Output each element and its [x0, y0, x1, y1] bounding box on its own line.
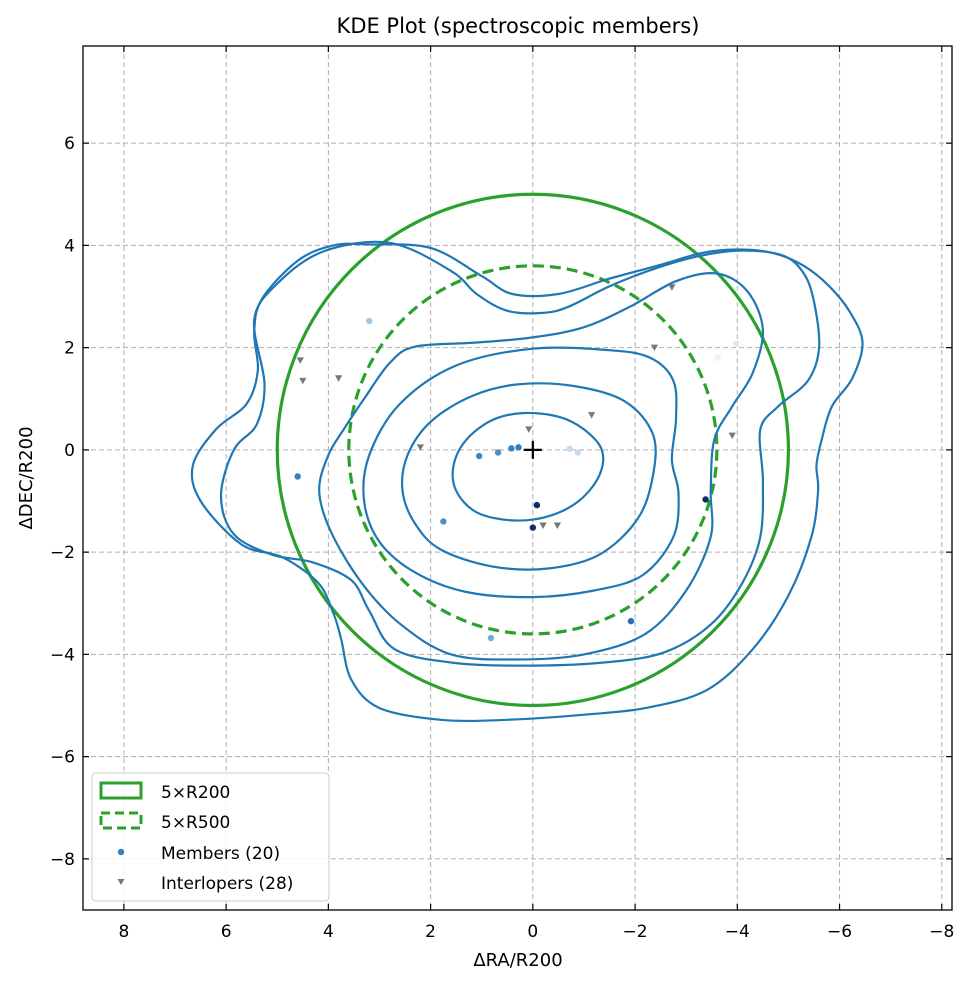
plot-frame [82, 45, 953, 911]
legend-label-interlopers: Interlopers (28) [161, 874, 293, 894]
x-tick-label-0: 8 [118, 922, 129, 942]
legend-swatch-r200 [99, 781, 143, 800]
interloper-point-7 [588, 412, 596, 419]
y-tick-label-5: −4 [50, 645, 75, 665]
legend-label-r500: 5×R500 [161, 813, 230, 833]
radius-circle-r500 [347, 264, 719, 636]
kde-contour-level-3 [362, 346, 680, 599]
kde-contour-level-1 [451, 411, 605, 522]
radius-circles [275, 192, 791, 708]
member-point-2 [440, 518, 447, 525]
interloper-point-0 [296, 357, 304, 364]
member-point-3 [475, 452, 483, 460]
interloper-point-10 [728, 432, 736, 439]
y-tick-label-3: 0 [64, 441, 75, 461]
member-point-7 [487, 634, 495, 642]
interloper-point-9 [668, 284, 676, 291]
x-tick-label-8: −8 [929, 922, 954, 942]
interloper-point-4 [525, 426, 533, 433]
member-point-8 [533, 501, 541, 509]
member-point-12 [627, 617, 635, 625]
member-point-6 [515, 444, 522, 451]
x-tick-label-4: 0 [527, 922, 538, 942]
grid [83, 46, 952, 910]
legend: 5×R200 5×R500 Members (20) Interlopers (… [91, 772, 330, 902]
x-tick-label-1: 6 [221, 922, 232, 942]
legend-label-members: Members (20) [161, 844, 280, 864]
y-tick-label-6: −6 [50, 748, 75, 768]
member-point-9 [529, 524, 537, 531]
cluster-center-marker [523, 440, 542, 459]
interloper-points [296, 284, 736, 529]
member-point-10 [566, 445, 573, 453]
legend-interloper-marker [117, 879, 125, 885]
legend-label-r200: 5×R200 [161, 783, 230, 803]
member-point-14 [714, 354, 722, 362]
member-point-13 [702, 496, 709, 503]
kde-contour-level-2 [400, 382, 657, 571]
y-axis-label: ΔDEC/R200 [16, 426, 37, 529]
interloper-point-8 [650, 344, 659, 352]
member-point-1 [294, 473, 301, 480]
y-tick-label-2: 2 [64, 339, 75, 359]
x-axis-label: ΔRA/R200 [473, 950, 562, 971]
legend-box [91, 772, 330, 902]
kde-contour-level-6 [190, 242, 864, 723]
member-point-11 [574, 449, 582, 456]
y-tick-label-1: 4 [64, 236, 75, 256]
x-tick-label-2: 4 [323, 922, 334, 942]
interloper-point-2 [334, 375, 343, 382]
member-points [294, 317, 740, 642]
member-point-4 [494, 449, 502, 456]
member-point-5 [508, 445, 515, 452]
interloper-point-6 [553, 522, 561, 529]
radius-circle-r200 [275, 192, 791, 708]
legend-member-marker [117, 848, 125, 856]
y-tick-label-4: −2 [50, 543, 75, 563]
x-tick-label-5: −2 [623, 922, 648, 942]
kde-contour-level-4 [318, 272, 765, 661]
axis-ticks: 8 6 4 2 0 −2 −4 −6 −8 6 4 2 0 −2 −4 −6 −8 [50, 46, 954, 942]
interloper-point-1 [299, 377, 307, 385]
y-tick-label-0: 6 [64, 134, 75, 154]
kde-contours [190, 240, 864, 723]
interloper-point-3 [416, 444, 424, 451]
legend-swatch-r500 [99, 811, 143, 830]
x-tick-label-7: −6 [827, 922, 852, 942]
chart-title: KDE Plot (spectroscopic members) [337, 14, 700, 38]
interloper-point-5 [539, 522, 547, 529]
member-point-15 [733, 340, 740, 347]
y-tick-label-7: −8 [50, 850, 75, 870]
member-point-0 [366, 317, 373, 325]
kde-contour-level-5 [219, 240, 821, 667]
x-tick-label-6: −4 [725, 922, 750, 942]
x-tick-label-3: 2 [425, 922, 436, 942]
